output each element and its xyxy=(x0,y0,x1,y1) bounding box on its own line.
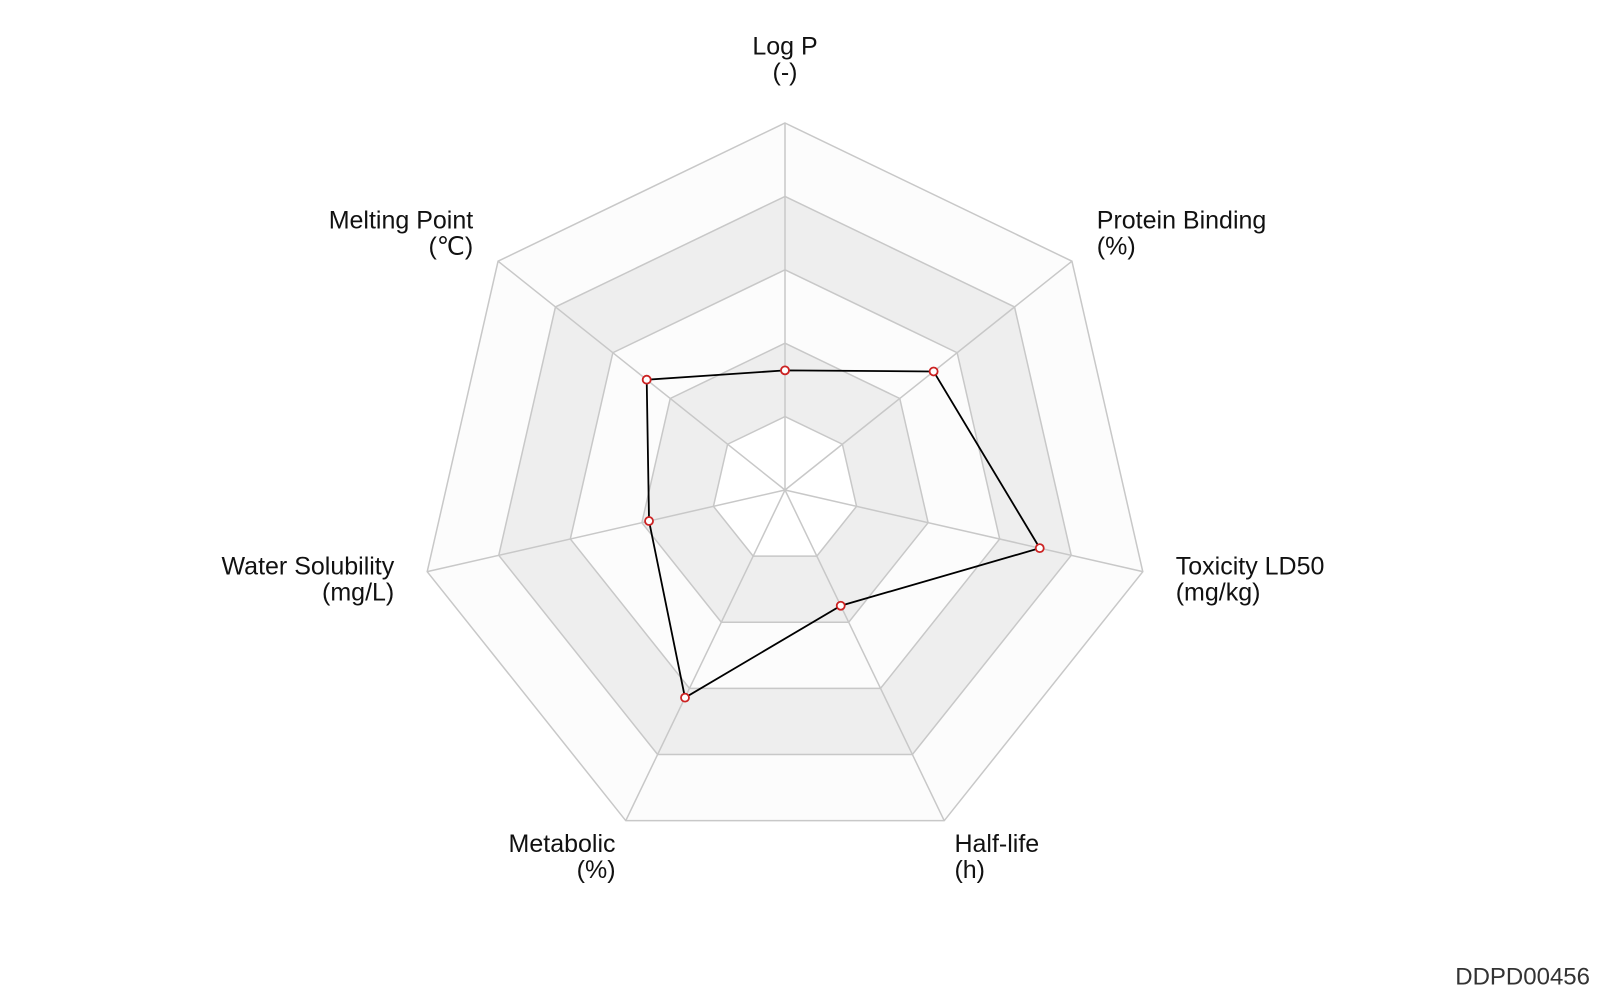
axis-label: Toxicity LD50 xyxy=(1176,553,1325,581)
axis-unit: (mg/L) xyxy=(322,579,394,607)
axis-label: Log P xyxy=(752,33,817,61)
data-line xyxy=(645,369,1042,700)
axis-unit: (℃) xyxy=(428,233,473,261)
axis-label: Half-life xyxy=(954,830,1039,858)
axis-label: Melting Point xyxy=(329,207,474,235)
axis-label: Water Solubility xyxy=(222,553,395,581)
spoke xyxy=(784,489,1143,573)
spoke xyxy=(625,489,786,821)
axis-label: Protein Binding xyxy=(1097,207,1267,235)
data-point xyxy=(641,374,652,385)
axis-unit: (h) xyxy=(954,856,985,884)
data-point xyxy=(928,366,939,377)
spoke xyxy=(784,260,1073,491)
watermark: DDPD00456 xyxy=(1455,963,1590,990)
spoke xyxy=(497,260,786,491)
spoke xyxy=(427,489,786,573)
axis-unit: (-) xyxy=(773,59,798,87)
data-point xyxy=(680,692,690,703)
axis-unit: (%) xyxy=(1097,233,1136,261)
axis-unit: (%) xyxy=(577,856,616,884)
axis-label: Metabolic xyxy=(509,830,616,858)
data-point xyxy=(1034,543,1045,554)
axis-unit: (mg/kg) xyxy=(1176,579,1261,607)
spoke xyxy=(784,489,945,821)
data-point xyxy=(644,516,654,526)
data-point xyxy=(780,365,790,376)
data-point xyxy=(835,600,846,611)
